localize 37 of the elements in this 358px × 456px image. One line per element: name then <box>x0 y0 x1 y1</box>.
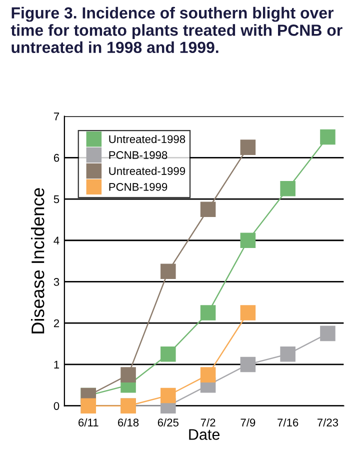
y-tick-label: 2 <box>54 319 60 328</box>
legend-label: Untreated-1998 <box>109 134 186 144</box>
point <box>200 202 216 217</box>
y-tick-label: 5 <box>54 195 60 204</box>
point <box>240 232 256 248</box>
point <box>240 305 256 320</box>
y-tick-label: 6 <box>54 154 60 162</box>
point <box>320 326 336 342</box>
point <box>160 264 176 280</box>
x-tick-label: 6/18 <box>118 418 139 426</box>
y-tick-label: 0 <box>54 402 60 410</box>
y-tick-label: 3 <box>54 278 60 286</box>
point <box>120 367 136 382</box>
legend-label: PCNB-1999 <box>109 183 168 191</box>
point <box>160 388 176 404</box>
point <box>240 356 256 372</box>
x-tick-label: 7/9 <box>240 418 256 426</box>
point <box>280 346 296 362</box>
x-tick-label: 6/25 <box>158 418 179 426</box>
point <box>240 140 256 155</box>
x-tick-label: 6/11 <box>78 418 98 426</box>
point <box>280 181 296 196</box>
y-axis-title: Disease Incidence <box>31 188 44 334</box>
x-tick-label: 7/23 <box>317 418 338 426</box>
point <box>320 129 336 145</box>
y-tick-label: 1 <box>54 360 60 368</box>
y-tick-label: 4 <box>54 236 60 244</box>
x-tick-label: 7/16 <box>278 418 298 426</box>
chart-title: Figure 3. Incidence of southern blight over time for tomato plants treated with PCNB or untreated in 1998 and 1999. <box>10 6 342 54</box>
legend-label: Untreated-1999 <box>109 166 186 175</box>
legend-label: PCNB-1998 <box>109 151 168 160</box>
x-axis-title: Date <box>189 429 220 440</box>
point <box>200 305 216 320</box>
y-tick-label: 7 <box>54 112 60 120</box>
point <box>160 346 176 362</box>
x-tick-label: 7/2 <box>200 418 216 426</box>
point <box>200 367 216 382</box>
